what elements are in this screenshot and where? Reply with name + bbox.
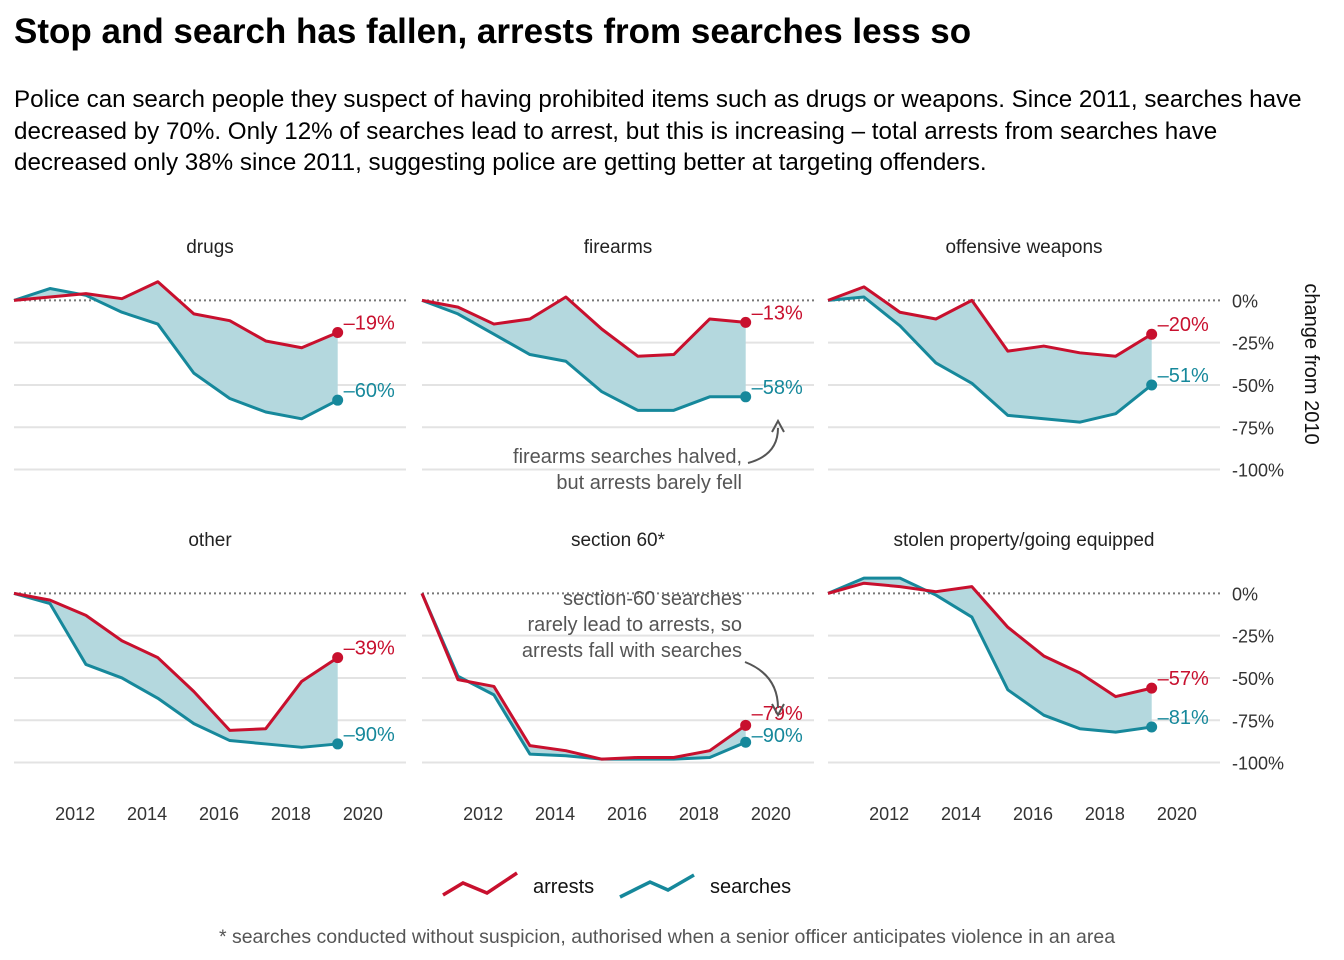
arrests-line: [827, 285, 1153, 358]
annotation-section60-arrowhead: [771, 703, 785, 718]
arrests-end-point: [332, 652, 344, 664]
arrests-line: [421, 295, 746, 358]
searches-line: [827, 576, 1152, 734]
gap-ribbon: [422, 297, 746, 411]
arrests-end-label: –20%: [1158, 314, 1209, 336]
x-tick-label-2014: 2014: [535, 804, 575, 824]
y-tick-label-m25: -25%: [1232, 627, 1274, 647]
y-tick-label-m75: -75%: [1232, 418, 1274, 438]
searches-line: [420, 592, 747, 761]
chart-title: Stop and search has fallen, arrests from…: [14, 12, 972, 51]
searches-end-label: –51%: [1158, 365, 1209, 387]
footnote: * searches conducted without suspicion, …: [219, 926, 1115, 948]
searches-end-label: –81%: [1158, 707, 1209, 729]
legend-arrests-label: arrests: [533, 876, 594, 898]
x-tick-label-2018: 2018: [1085, 804, 1125, 824]
searches-line: [421, 298, 746, 412]
x-tick-label-2014: 2014: [127, 804, 167, 824]
y-tick-label-m50: -50%: [1232, 376, 1274, 396]
y-axis-title: change from 2010: [1300, 283, 1322, 444]
x-tick-label-2012: 2012: [463, 804, 503, 824]
panel-title: section 60*: [571, 530, 666, 551]
y-tick-label-m100: -100%: [1232, 754, 1284, 774]
x-tick-label-2020: 2020: [751, 804, 791, 824]
arrests-end-point: [1146, 682, 1158, 694]
annotation-firearms-line-2: but arrests barely fell: [556, 472, 742, 494]
annotation-firearms-line-1: firearms searches halved,: [513, 446, 742, 468]
x-tick-label-2020: 2020: [1157, 804, 1197, 824]
x-tick-label-2016: 2016: [607, 804, 647, 824]
legend-searches-label: searches: [710, 876, 791, 898]
arrests-line: [420, 592, 747, 761]
searches-end-point: [1146, 379, 1158, 391]
x-tick-label-2014: 2014: [941, 804, 981, 824]
chart-subtitle: Police can search people they suspect of…: [14, 86, 1302, 176]
searches-line: [13, 591, 338, 749]
searches-end-point: [332, 394, 344, 406]
annotation-firearms-arrow: [747, 427, 779, 464]
annotation-section60-arrow: [744, 661, 779, 709]
y-tick-label-m0: 0%: [1232, 291, 1258, 311]
x-tick-label-2012: 2012: [55, 804, 95, 824]
legend-searches-swatch: [619, 873, 695, 899]
arrests-end-point: [740, 719, 752, 731]
arrests-end-label: –57%: [1158, 668, 1209, 690]
gap-ribbon: [828, 578, 1152, 733]
searches-line: [827, 295, 1153, 424]
panel-title: other: [188, 530, 232, 551]
panel-title: offensive weapons: [945, 237, 1102, 258]
arrests-end-label: –39%: [344, 638, 395, 660]
x-tick-label-2018: 2018: [679, 804, 719, 824]
searches-end-label: –90%: [752, 725, 803, 747]
gap-ribbon: [14, 593, 338, 748]
arrests-end-point: [740, 316, 752, 328]
arrests-end-point: [1146, 328, 1158, 340]
y-tick-label-m75: -75%: [1232, 711, 1274, 731]
panel-title: drugs: [186, 237, 234, 258]
y-tick-label-m100: -100%: [1232, 461, 1284, 481]
annotation-section60-line-1: section-60 searches: [563, 588, 742, 610]
arrests-end-point: [332, 327, 344, 339]
x-tick-label-2020: 2020: [343, 804, 383, 824]
searches-end-point: [332, 738, 344, 750]
annotation-firearms-arrowhead: [771, 418, 785, 433]
searches-end-point: [740, 391, 752, 403]
searches-end-label: –90%: [344, 724, 395, 746]
y-tick-label-m50: -50%: [1232, 669, 1274, 689]
arrests-line: [13, 280, 339, 350]
arrests-line: [827, 581, 1153, 699]
searches-end-point: [1146, 721, 1158, 733]
x-tick-label-2016: 2016: [199, 804, 239, 824]
arrests-line: [13, 591, 339, 732]
searches-line: [13, 287, 339, 421]
x-tick-label-2018: 2018: [271, 804, 311, 824]
panel-title: stolen property/going equipped: [894, 530, 1155, 551]
y-tick-label-m25: -25%: [1232, 334, 1274, 354]
x-tick-label-2012: 2012: [869, 804, 909, 824]
arrests-end-label: –19%: [344, 313, 395, 335]
x-tick-label-2016: 2016: [1013, 804, 1053, 824]
searches-end-label: –58%: [752, 377, 803, 399]
searches-end-label: –60%: [344, 380, 395, 402]
legend-arrests-swatch: [442, 871, 518, 897]
panel-title: firearms: [584, 237, 653, 258]
searches-end-point: [740, 736, 752, 748]
gap-ribbon: [828, 286, 1152, 423]
annotation-section60-line-3: arrests fall with searches: [522, 640, 742, 662]
annotation-section60-line-2: rarely lead to arrests, so: [527, 614, 742, 636]
arrests-end-label: –13%: [752, 302, 803, 324]
gap-ribbon: [14, 281, 338, 419]
y-tick-label-m0: 0%: [1232, 584, 1258, 604]
